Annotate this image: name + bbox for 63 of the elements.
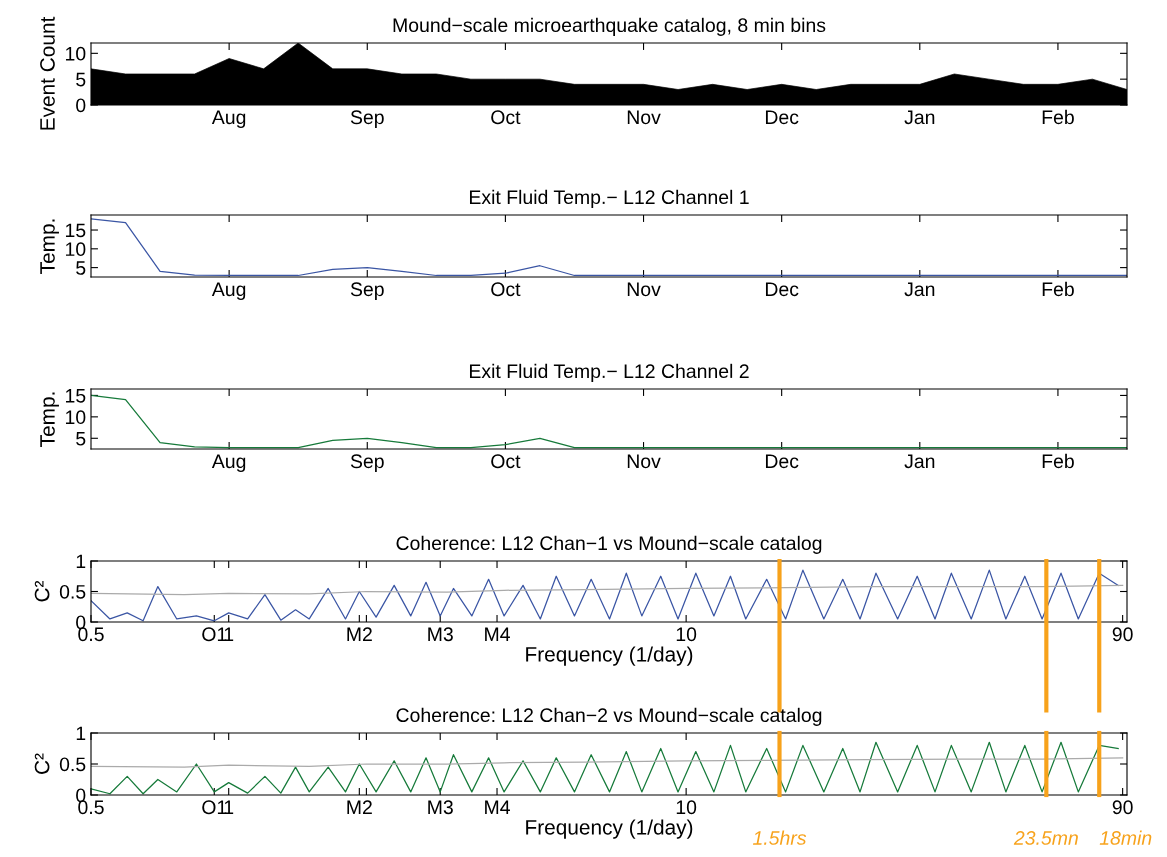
ref-line-label: 1.5hrs xyxy=(752,830,807,845)
y-tick-label: 1 xyxy=(76,554,86,569)
y-tick-label: 5 xyxy=(76,261,86,275)
y-tick-label: 10 xyxy=(66,410,86,425)
y-axis-title: C² xyxy=(34,753,50,774)
x-tick-label: 10 xyxy=(676,800,697,815)
x-tick-label: Aug xyxy=(211,110,246,128)
x-tick-label: Dec xyxy=(765,454,799,469)
x-tick-label: Feb xyxy=(1042,453,1074,469)
x-tick-label: Nov xyxy=(627,110,661,125)
x-tick-label: Jan xyxy=(904,454,935,469)
ref-line-label: 18min xyxy=(1099,830,1152,845)
x-tick-label: M4 xyxy=(485,800,510,814)
y-axis-title: Temp. xyxy=(40,219,59,274)
x-tick-label: Oct xyxy=(491,282,521,297)
y-axis-title: C² xyxy=(34,580,50,602)
x-tick-label: Jan xyxy=(904,282,935,297)
x-tick-label: O1 xyxy=(202,800,227,815)
x-tick-label: Feb xyxy=(1042,109,1074,125)
x-tick-label: 90 xyxy=(1112,627,1133,642)
ref-line-label: 23.5mn xyxy=(1013,831,1078,845)
x-tick-label: Aug xyxy=(211,282,246,300)
x-tick-label: M2 xyxy=(347,800,372,814)
y-tick-label: 0.5 xyxy=(59,757,86,772)
y-tick-label: 15 xyxy=(66,389,86,403)
x-tick-label: Oct xyxy=(491,454,521,469)
chart-title: Coherence: L12 Chan−1 vs Mound−scale catalog xyxy=(396,535,822,554)
x-tick-label: Sep xyxy=(350,110,384,128)
y-tick-label: 0.5 xyxy=(59,584,86,599)
y-tick-label: 5 xyxy=(76,72,86,87)
x-tick-label: Oct xyxy=(491,110,521,125)
y-axis-title: Event Count xyxy=(40,16,55,130)
x-tick-label: 10 xyxy=(676,627,697,642)
x-tick-label: Sep xyxy=(350,282,384,300)
x-tick-label: M2 xyxy=(347,627,372,641)
x-tick-label: O1 xyxy=(202,627,227,642)
x-tick-label: Nov xyxy=(627,282,661,297)
y-tick-label: 10 xyxy=(66,242,86,257)
x-tick-label: 1 xyxy=(224,627,234,641)
x-axis-title: Frequency (1/day) xyxy=(526,646,693,666)
x-axis-title: Frequency (1/day) xyxy=(526,819,693,839)
x-tick-label: M3 xyxy=(428,800,453,815)
x-tick-label: M3 xyxy=(428,627,453,642)
y-tick-label: 1 xyxy=(76,726,86,741)
chart-title: Coherence: L12 Chan−2 vs Mound−scale catalog xyxy=(396,707,822,726)
x-tick-label: Feb xyxy=(1042,281,1074,297)
x-tick-label: Nov xyxy=(627,454,661,469)
x-tick-label: 90 xyxy=(1112,800,1133,815)
y-tick-label: 0 xyxy=(76,98,86,113)
chart-title: Exit Fluid Temp.− L12 Channel 2 xyxy=(469,363,749,382)
y-tick-label: 5 xyxy=(76,431,86,446)
chart-title: Exit Fluid Temp.− L12 Channel 1 xyxy=(469,189,749,208)
x-tick-label: M4 xyxy=(485,627,510,641)
x-tick-label: Sep xyxy=(350,454,384,472)
y-axis-title: Temp. xyxy=(40,392,59,447)
chart-title: Mound−scale microearthquake catalog, 8 min bins xyxy=(393,17,826,36)
x-tick-label: Aug xyxy=(211,454,246,472)
x-tick-label: 1 xyxy=(224,800,234,814)
x-tick-label: Dec xyxy=(765,282,799,297)
y-tick-label: 15 xyxy=(66,223,86,238)
y-tick-label: 10 xyxy=(66,46,86,61)
x-tick-label: Jan xyxy=(904,110,935,125)
x-tick-label: Dec xyxy=(765,110,799,125)
